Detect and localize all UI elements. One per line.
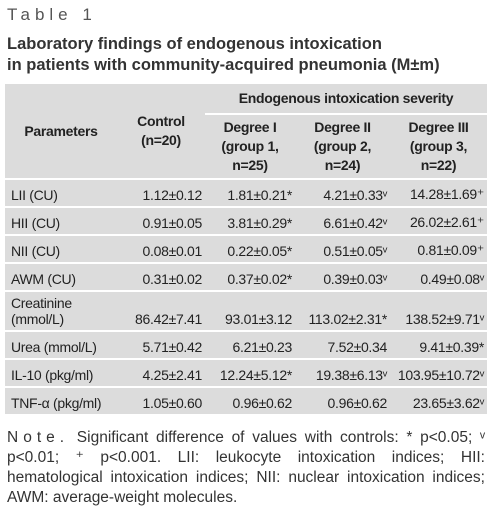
header-cell: Degree II (group 2, n=24) [295,114,390,179]
header-cell: Control (n=20) [117,84,205,179]
header-text: (group 3, [409,138,468,154]
value-cell: 9.41±0.39* [419,339,484,355]
header-cell: Parameters [5,84,117,179]
header-row: Parameters Control (n=20) Endogenous intoxi… [5,84,487,148]
parameter-cell: AWM (CU) [11,271,76,287]
parameter-cell: NII (CU) [11,243,60,259]
value-cell: 3.81±0.29* [227,215,292,231]
header-text: Degree III [408,119,469,135]
table-row: Creatinine (mmol/L) 86.42±7.41 93.01±3.12 1… [5,291,487,331]
parameter-cell: HII (CU) [11,215,60,231]
value-cell: 0.81±0.09⁺ [417,242,484,258]
table-row: IL-10 (pkg/ml) 4.25±2.41 12.24±5.12* 19.38±… [5,359,487,387]
value-cell: 4.21±0.33ᵛ [323,187,387,203]
table-row: TNF-α (pkg/ml) 1.05±0.60 0.96±0.62 0.96±0.6… [5,387,487,414]
value-cell: 0.96±0.62 [232,395,293,411]
header-text: (group 2, [313,138,372,154]
header-cell: Degree III (group 3, n=22) [390,114,487,179]
header-text: Control [137,113,185,129]
header-text: Degree II [314,119,371,135]
header-row: Degree I (group 1, n=25) Degree II (group 2,… [5,114,487,179]
value-cell: 23.65±3.62ᵛ [412,395,484,411]
value-cell: 4.25±2.41 [142,367,203,383]
value-cell: 0.39±0.03ᵛ [323,271,387,287]
value-cell: 6.61±0.42ᵛ [323,215,387,231]
value-cell: 1.05±0.60 [142,395,203,411]
table-row: HII (CU) 0.91±0.05 3.81±0.29* 6.61±0.42ᵛ 26.… [5,207,487,235]
data-table: Parameters Control (n=20) Endogenous intoxi… [5,84,487,414]
value-cell: 0.31±0.02 [142,271,203,287]
title-line: Laboratory findings of endogenous intoxi… [7,35,382,53]
value-cell: 0.51±0.05ᵛ [323,243,387,259]
header-text: n=22) [420,157,457,173]
value-cell: 0.22±0.05* [227,243,292,259]
value-cell: 14.28±1.69⁺ [409,186,484,202]
value-cell: 0.49±0.08ᵛ [420,271,484,287]
value-cell: 113.02±2.31* [308,311,387,327]
table-row: LII (CU) 1.12±0.12 1.81±0.21* 4.21±0.33ᵛ 14.… [5,179,487,207]
table-body: LII (CU) 1.12±0.12 1.81±0.21* 4.21±0.33ᵛ 14.… [5,179,487,414]
group-header: Endogenous intoxication severity [205,84,487,115]
value-cell: 0.08±0.01 [142,243,203,259]
value-cell: 0.91±0.05 [142,215,203,231]
note-text: Significant difference of values with co… [7,429,485,506]
parameter-cell: Creatinine (mmol/L) [11,295,72,327]
value-cell: 0.37±0.02* [227,271,292,287]
table-row: AWM (CU) 0.31±0.02 0.37±0.02* 0.39±0.03ᵛ 0.4… [5,263,487,291]
value-cell: 86.42±7.41 [135,311,202,327]
value-cell: 103.95±10.72ᵛ [397,367,484,383]
parameter-cell: LII (CU) [11,187,58,203]
header-cell: Degree I (group 1, n=25) [205,114,295,179]
header-text: n=24) [324,157,361,173]
note: Note. Significant difference of values w… [7,428,485,508]
parameter-cell: TNF-α (pkg/ml) [11,395,102,411]
value-cell: 138.52±9.71ᵛ [405,311,484,327]
value-cell: 12.24±5.12* [219,367,292,383]
header-text: Parameters [24,122,98,139]
table-row: NII (CU) 0.08±0.01 0.22±0.05* 0.51±0.05ᵛ 0.8… [5,235,487,263]
value-cell: 5.71±0.42 [142,339,203,355]
parameter-cell: IL-10 (pkg/ml) [11,367,94,383]
value-cell: 1.81±0.21* [227,187,292,203]
table-head: Parameters Control (n=20) Endogenous intoxi… [5,84,487,179]
value-cell: 6.21±0.23 [232,339,293,355]
parameter-cell: Urea (mmol/L) [11,339,97,355]
table-title: Laboratory findings of endogenous intoxi… [7,34,440,76]
value-cell: 0.96±0.62 [327,395,388,411]
value-cell: 19.38±6.13ᵛ [315,367,387,383]
header-text: Degree I [223,119,277,135]
value-cell: 1.12±0.12 [142,187,203,203]
value-cell: 7.52±0.34 [327,339,388,355]
header-text: n=25) [232,157,268,173]
table-row: Urea (mmol/L) 5.71±0.42 6.21±0.23 7.52±0.34… [5,331,487,359]
header-text: (n=20) [141,132,181,148]
value-cell: 26.02±2.61⁺ [409,214,484,230]
note-label: Note. [7,429,70,446]
value-cell: 93.01±3.12 [225,311,292,327]
title-line: in patients with community-acquired pneu… [7,56,440,74]
table-label: Table 1 [7,5,97,24]
header-text: (group 1, [221,138,279,154]
